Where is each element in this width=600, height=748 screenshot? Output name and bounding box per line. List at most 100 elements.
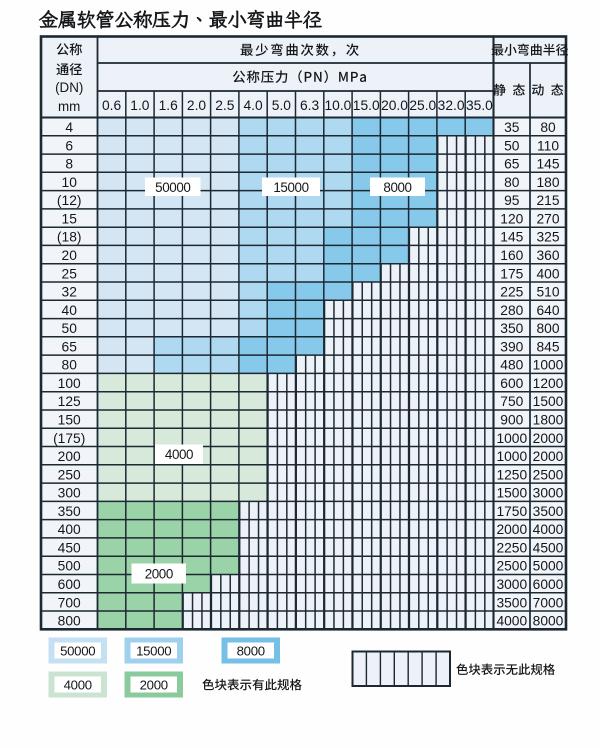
svg-text:500: 500 <box>58 559 81 574</box>
svg-text:750: 750 <box>500 394 523 409</box>
svg-text:125: 125 <box>58 394 81 409</box>
svg-text:480: 480 <box>500 358 523 373</box>
svg-text:180: 180 <box>536 175 559 190</box>
svg-text:270: 270 <box>536 211 559 226</box>
svg-text:65: 65 <box>62 339 78 354</box>
svg-text:145: 145 <box>536 157 559 172</box>
svg-text:6: 6 <box>65 138 73 153</box>
svg-text:80: 80 <box>540 120 556 135</box>
svg-text:8000: 8000 <box>237 643 265 658</box>
svg-text:8000: 8000 <box>533 614 564 629</box>
svg-text:400: 400 <box>58 522 81 537</box>
svg-text:640: 640 <box>536 303 559 318</box>
svg-text:390: 390 <box>500 339 523 354</box>
svg-text:1750: 1750 <box>496 504 527 519</box>
svg-text:4000: 4000 <box>165 447 193 462</box>
svg-text:50: 50 <box>62 321 78 336</box>
svg-text:225: 225 <box>500 285 523 300</box>
svg-text:900: 900 <box>500 413 523 428</box>
svg-text:200: 200 <box>58 449 81 464</box>
svg-text:6.3: 6.3 <box>300 98 320 113</box>
svg-text:700: 700 <box>58 595 81 610</box>
svg-text:3500: 3500 <box>496 595 527 610</box>
svg-text:35: 35 <box>504 120 520 135</box>
svg-text:(DN): (DN) <box>55 80 83 95</box>
svg-text:1500: 1500 <box>533 394 564 409</box>
svg-text:25.0: 25.0 <box>409 98 436 113</box>
svg-text:145: 145 <box>500 230 523 245</box>
svg-text:mm: mm <box>58 99 80 114</box>
svg-text:1500: 1500 <box>496 486 527 501</box>
svg-text:120: 120 <box>500 211 523 226</box>
svg-text:3000: 3000 <box>496 577 527 592</box>
svg-text:2000: 2000 <box>145 567 173 582</box>
svg-text:80: 80 <box>62 358 78 373</box>
svg-text:2000: 2000 <box>533 431 564 446</box>
svg-text:2.0: 2.0 <box>187 98 207 113</box>
svg-text:215: 215 <box>536 193 559 208</box>
svg-text:510: 510 <box>536 285 559 300</box>
svg-text:3500: 3500 <box>533 504 564 519</box>
svg-text:4000: 4000 <box>533 522 564 537</box>
svg-text:40: 40 <box>62 303 78 318</box>
svg-text:4000: 4000 <box>64 677 92 692</box>
svg-text:2000: 2000 <box>533 449 564 464</box>
svg-text:(175): (175) <box>53 431 85 446</box>
svg-text:1000: 1000 <box>496 449 527 464</box>
svg-text:110: 110 <box>537 138 559 153</box>
svg-text:3000: 3000 <box>533 486 564 501</box>
svg-text:350: 350 <box>500 321 523 336</box>
svg-text:25: 25 <box>62 266 78 281</box>
svg-text:50: 50 <box>504 138 520 153</box>
svg-text:100: 100 <box>58 376 81 391</box>
svg-text:800: 800 <box>536 321 559 336</box>
svg-text:4: 4 <box>65 120 73 135</box>
svg-text:250: 250 <box>58 467 81 482</box>
svg-text:15000: 15000 <box>273 180 308 195</box>
svg-text:1000: 1000 <box>533 358 564 373</box>
svg-text:15.0: 15.0 <box>353 98 380 113</box>
svg-text:450: 450 <box>58 540 81 555</box>
svg-text:1800: 1800 <box>533 413 564 428</box>
svg-text:1.0: 1.0 <box>130 98 150 113</box>
svg-text:4500: 4500 <box>533 540 564 555</box>
svg-text:50000: 50000 <box>155 180 190 195</box>
svg-text:2000: 2000 <box>496 522 527 537</box>
svg-text:8: 8 <box>65 157 73 172</box>
svg-text:95: 95 <box>504 193 520 208</box>
svg-text:35.0: 35.0 <box>466 98 493 113</box>
svg-text:7000: 7000 <box>533 595 564 610</box>
svg-text:(12): (12) <box>57 193 82 208</box>
svg-text:(18): (18) <box>57 230 82 245</box>
svg-text:600: 600 <box>58 577 81 592</box>
svg-text:280: 280 <box>500 303 523 318</box>
svg-text:80: 80 <box>504 175 520 190</box>
svg-text:845: 845 <box>536 339 559 354</box>
svg-text:10.0: 10.0 <box>324 98 351 113</box>
svg-text:32.0: 32.0 <box>438 98 465 113</box>
svg-text:8000: 8000 <box>383 180 411 195</box>
svg-text:4.0: 4.0 <box>244 98 264 113</box>
svg-text:350: 350 <box>58 504 81 519</box>
svg-text:65: 65 <box>504 157 520 172</box>
svg-text:20.0: 20.0 <box>381 98 408 113</box>
svg-text:15: 15 <box>62 211 78 226</box>
svg-text:6000: 6000 <box>533 577 564 592</box>
svg-text:360: 360 <box>536 248 559 263</box>
svg-text:2500: 2500 <box>496 559 527 574</box>
svg-text:1.6: 1.6 <box>159 98 179 113</box>
svg-text:175: 175 <box>500 266 523 281</box>
svg-text:160: 160 <box>500 248 523 263</box>
svg-text:150: 150 <box>58 413 81 428</box>
svg-text:0.6: 0.6 <box>102 98 122 113</box>
svg-text:15000: 15000 <box>136 643 171 658</box>
svg-text:600: 600 <box>500 376 523 391</box>
svg-text:800: 800 <box>58 614 81 629</box>
svg-text:2000: 2000 <box>140 677 168 692</box>
svg-text:10: 10 <box>62 175 78 190</box>
svg-text:4000: 4000 <box>496 614 527 629</box>
svg-text:5000: 5000 <box>533 559 564 574</box>
svg-text:300: 300 <box>58 486 81 501</box>
svg-text:50000: 50000 <box>60 643 95 658</box>
svg-text:2250: 2250 <box>496 540 527 555</box>
